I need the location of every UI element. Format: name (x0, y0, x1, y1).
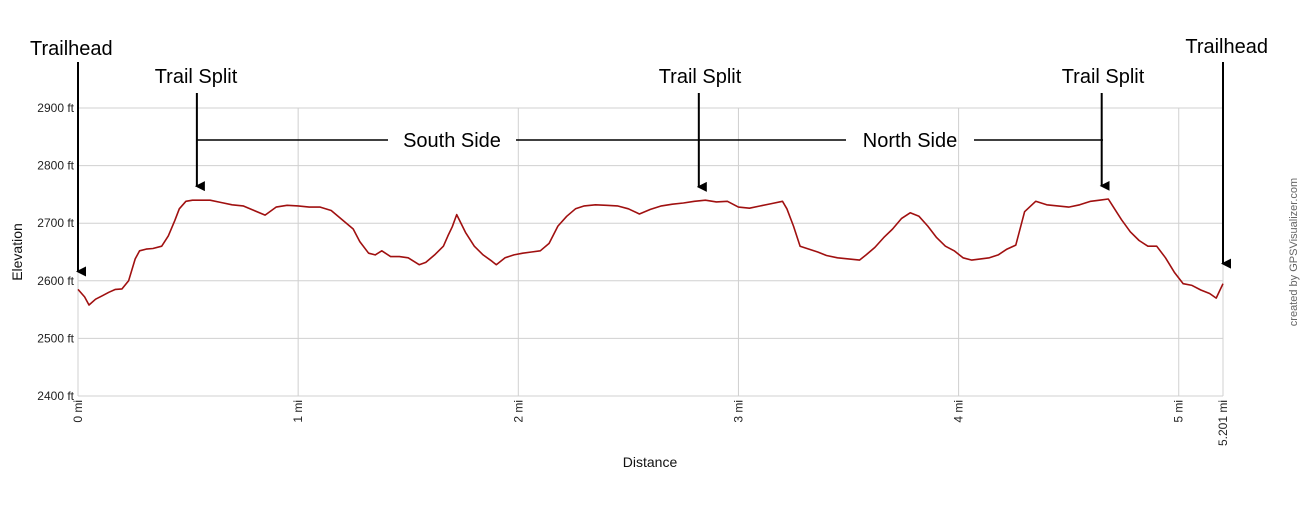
annotation-split-3: Trail Split (1062, 66, 1145, 191)
y-tick-label: 2400 ft (37, 389, 74, 403)
y-axis-title: Elevation (9, 223, 25, 281)
annotation-split-2: Trail Split (659, 66, 742, 192)
trail-split-label-2: Trail Split (659, 66, 742, 88)
x-tick-label: 2 mi (511, 400, 525, 423)
south-side-bracket: South Side (196, 130, 700, 152)
y-axis-ticks: 2400 ft 2500 ft 2600 ft 2700 ft 2800 ft 2900 … (37, 101, 74, 403)
credit-text: created by GPSVisualizer.com (1288, 178, 1300, 326)
trail-split-label-1: Trail Split (155, 66, 238, 88)
trailhead-label-left: Trailhead (30, 38, 113, 60)
annotation-trailhead-left: Trailhead (30, 38, 113, 277)
elevation-profile-line (77, 198, 1224, 306)
annotation-split-1: Trail Split (155, 66, 238, 192)
north-side-label: North Side (863, 130, 958, 152)
x-tick-label: 5.201 mi (1216, 400, 1230, 446)
y-tick-label: 2700 ft (37, 216, 74, 230)
annotation-trailhead-right: Trailhead (1185, 36, 1268, 269)
y-tick-label: 2900 ft (37, 101, 74, 115)
y-tick-label: 2500 ft (37, 331, 74, 345)
grid-lines (77, 107, 1224, 397)
x-tick-label: 3 mi (731, 400, 745, 423)
trailhead-label-right: Trailhead (1185, 36, 1268, 58)
x-axis-title: Distance (623, 454, 678, 470)
x-axis-ticks: 0 mi 1 mi 2 mi 3 mi 4 mi 5 mi 5.201 mi (71, 400, 1230, 446)
x-tick-label: 1 mi (291, 400, 305, 423)
y-tick-label: 2600 ft (37, 274, 74, 288)
x-tick-label: 4 mi (952, 400, 966, 423)
x-tick-label: 5 mi (1172, 400, 1186, 423)
north-side-bracket: North Side (700, 130, 1103, 152)
x-tick-label: 0 mi (71, 400, 85, 423)
south-side-label: South Side (403, 130, 501, 152)
y-tick-label: 2800 ft (37, 159, 74, 173)
trail-split-label-3: Trail Split (1062, 66, 1145, 88)
